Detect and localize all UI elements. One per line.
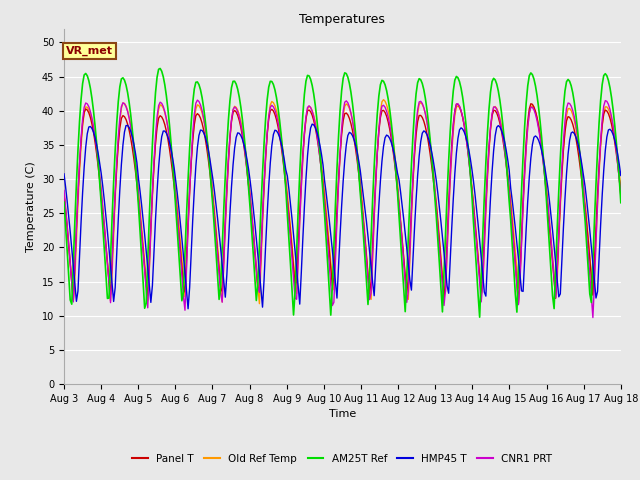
Text: VR_met: VR_met xyxy=(66,46,113,56)
Title: Temperatures: Temperatures xyxy=(300,13,385,26)
X-axis label: Time: Time xyxy=(329,409,356,419)
Y-axis label: Temperature (C): Temperature (C) xyxy=(26,161,36,252)
Legend: Panel T, Old Ref Temp, AM25T Ref, HMP45 T, CNR1 PRT: Panel T, Old Ref Temp, AM25T Ref, HMP45 … xyxy=(128,450,557,468)
